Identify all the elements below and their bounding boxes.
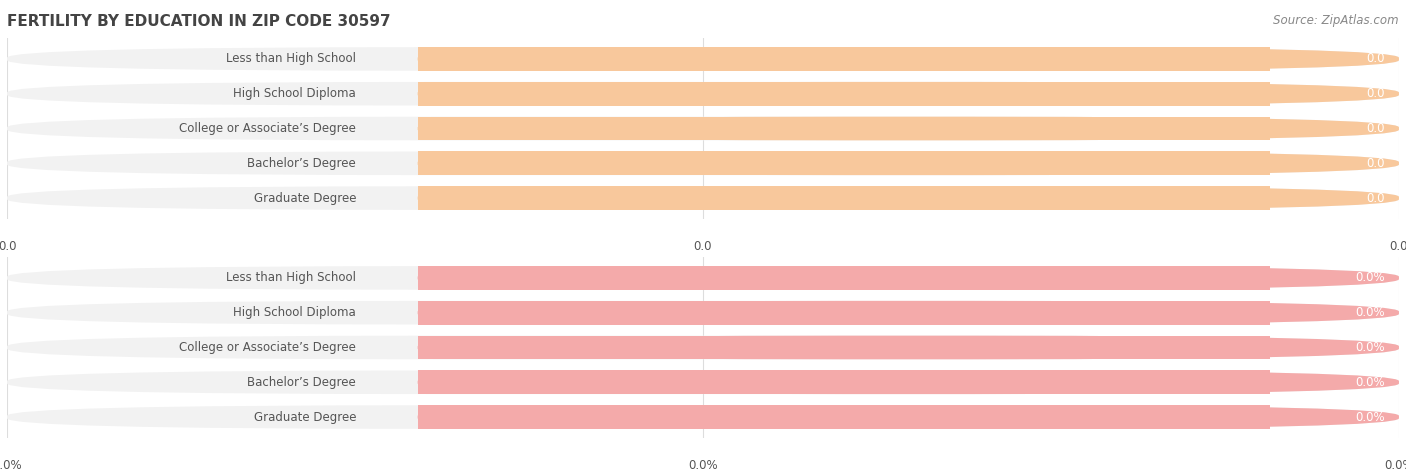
Text: 0.0: 0.0 [1367,122,1385,135]
FancyBboxPatch shape [7,266,1399,290]
FancyBboxPatch shape [418,266,1270,290]
Text: Graduate Degree: Graduate Degree [253,410,356,424]
FancyBboxPatch shape [418,82,1399,106]
FancyBboxPatch shape [418,301,1399,325]
FancyBboxPatch shape [418,82,1270,106]
FancyBboxPatch shape [7,151,1399,175]
Text: 0.0%: 0.0% [1355,376,1385,389]
FancyBboxPatch shape [418,186,1399,210]
Text: High School Diploma: High School Diploma [233,87,356,100]
Text: 0.0: 0.0 [1367,52,1385,66]
FancyBboxPatch shape [418,47,1270,71]
Text: FERTILITY BY EDUCATION IN ZIP CODE 30597: FERTILITY BY EDUCATION IN ZIP CODE 30597 [7,14,391,30]
FancyBboxPatch shape [418,117,1270,140]
Text: 0.0: 0.0 [1367,157,1385,170]
FancyBboxPatch shape [418,370,1270,394]
Text: Less than High School: Less than High School [226,271,356,285]
Text: Less than High School: Less than High School [226,52,356,66]
FancyBboxPatch shape [418,266,1399,290]
Text: 0.0: 0.0 [1367,87,1385,100]
FancyBboxPatch shape [418,405,1270,429]
FancyBboxPatch shape [7,301,1399,325]
Text: 0.0: 0.0 [693,240,713,253]
Text: 0.0%: 0.0% [688,459,718,472]
FancyBboxPatch shape [7,336,1399,359]
FancyBboxPatch shape [418,186,1270,210]
Text: 0.0%: 0.0% [1355,271,1385,285]
FancyBboxPatch shape [7,82,1399,106]
Text: Source: ZipAtlas.com: Source: ZipAtlas.com [1274,14,1399,27]
Text: 0.0%: 0.0% [1355,306,1385,319]
Text: 0.0%: 0.0% [1355,410,1385,424]
FancyBboxPatch shape [7,405,1399,429]
Text: High School Diploma: High School Diploma [233,306,356,319]
FancyBboxPatch shape [418,117,1399,140]
Text: 0.0: 0.0 [1367,191,1385,205]
FancyBboxPatch shape [418,47,1399,71]
Text: 0.0%: 0.0% [1355,341,1385,354]
Text: Bachelor’s Degree: Bachelor’s Degree [247,157,356,170]
Text: 0.0%: 0.0% [1384,459,1406,472]
Text: College or Associate’s Degree: College or Associate’s Degree [179,341,356,354]
FancyBboxPatch shape [7,47,1399,71]
FancyBboxPatch shape [418,301,1270,325]
FancyBboxPatch shape [418,370,1399,394]
Text: Graduate Degree: Graduate Degree [253,191,356,205]
Text: College or Associate’s Degree: College or Associate’s Degree [179,122,356,135]
FancyBboxPatch shape [418,151,1399,175]
Text: 0.0%: 0.0% [0,459,22,472]
FancyBboxPatch shape [418,405,1399,429]
FancyBboxPatch shape [7,186,1399,210]
FancyBboxPatch shape [418,336,1270,359]
FancyBboxPatch shape [7,370,1399,394]
FancyBboxPatch shape [7,117,1399,140]
Text: Bachelor’s Degree: Bachelor’s Degree [247,376,356,389]
Text: 0.0: 0.0 [1389,240,1406,253]
FancyBboxPatch shape [418,151,1270,175]
FancyBboxPatch shape [418,336,1399,359]
Text: 0.0: 0.0 [0,240,17,253]
